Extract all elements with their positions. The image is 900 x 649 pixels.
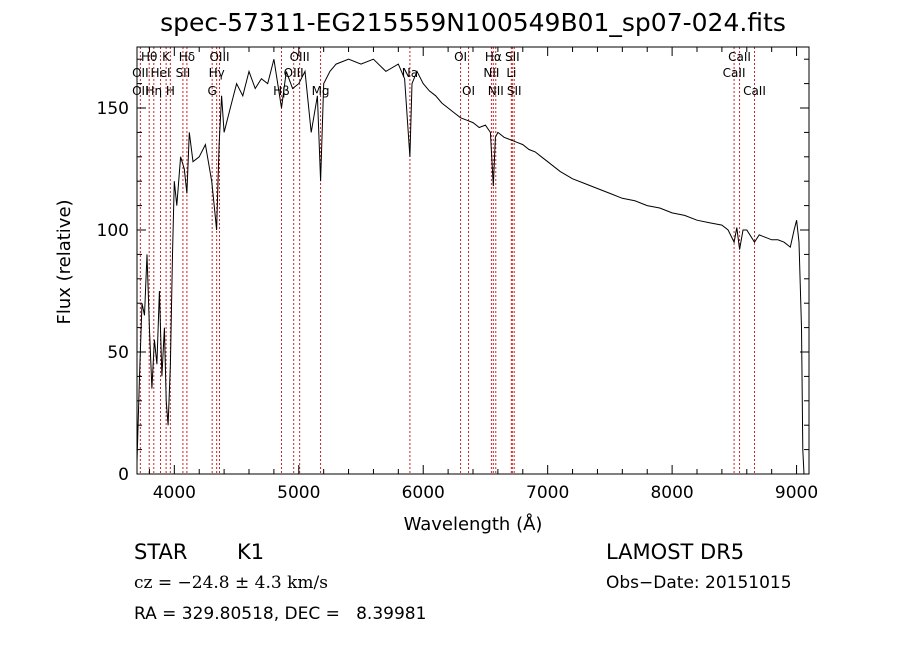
line-label: SII <box>505 50 520 64</box>
redshift-cz: cz = −24.8 ± 4.3 km/s <box>134 573 328 593</box>
y-axis-ticks: 0 50 100 150 <box>97 58 809 485</box>
line-label: CaII <box>728 50 751 64</box>
line-label: Li <box>506 66 516 80</box>
x-tick-label: 9000 <box>775 483 818 503</box>
line-label: Mg <box>312 84 330 98</box>
line-label: Na <box>402 66 418 80</box>
line-label: HeI <box>151 66 171 80</box>
line-label: SII <box>507 84 522 98</box>
line-label: OII <box>132 84 149 98</box>
chart-title: spec-57311-EG215559N100549B01_sp07-024.f… <box>160 8 786 37</box>
line-label: Hγ <box>209 66 225 80</box>
x-axis-ticks: 4000 5000 6000 7000 8000 9000 <box>148 47 818 503</box>
x-tick-label: 4000 <box>153 483 196 503</box>
x-tick-label: 5000 <box>277 483 320 503</box>
x-tick-label: 7000 <box>526 483 569 503</box>
line-label: NII <box>483 66 499 80</box>
coordinates: RA = 329.80518, DEC = 8.39981 <box>134 604 427 624</box>
y-axis-label: Flux (relative) <box>54 199 75 324</box>
line-label: NII <box>488 84 504 98</box>
survey-name: LAMOST DR5 <box>606 540 745 564</box>
x-axis-label: Wavelength (Å) <box>404 513 543 535</box>
y-tick-label: 100 <box>97 221 129 241</box>
line-markers <box>139 47 755 474</box>
y-tick-label: 50 <box>107 343 129 363</box>
line-label: SII <box>176 66 191 80</box>
line-label: OI <box>454 50 467 64</box>
line-label: Hδ <box>179 50 195 64</box>
plot-frame <box>136 46 810 475</box>
line-label: OIII <box>290 50 310 64</box>
observation-date: Obs−Date: 20151015 <box>606 573 792 593</box>
line-label: Hθ <box>141 50 157 64</box>
line-label: Hα <box>485 50 502 64</box>
line-label: G <box>208 84 217 98</box>
object-subclass: K1 <box>237 540 265 564</box>
line-label: OI <box>462 84 475 98</box>
y-tick-label: 0 <box>118 465 129 485</box>
line-label: CaII <box>723 66 746 80</box>
line-label: Hβ <box>273 84 290 98</box>
spectrum-line <box>136 58 805 475</box>
x-tick-label: 6000 <box>402 483 445 503</box>
line-label: H <box>166 84 175 98</box>
object-class: STAR <box>134 540 188 564</box>
x-tick-label: 8000 <box>650 483 693 503</box>
line-label: CaII <box>743 84 766 98</box>
line-label: K <box>162 50 171 64</box>
line-label: Hη <box>145 84 162 98</box>
line-label: OII <box>132 66 149 80</box>
y-tick-label: 150 <box>97 99 129 119</box>
line-label: OIII <box>209 50 229 64</box>
